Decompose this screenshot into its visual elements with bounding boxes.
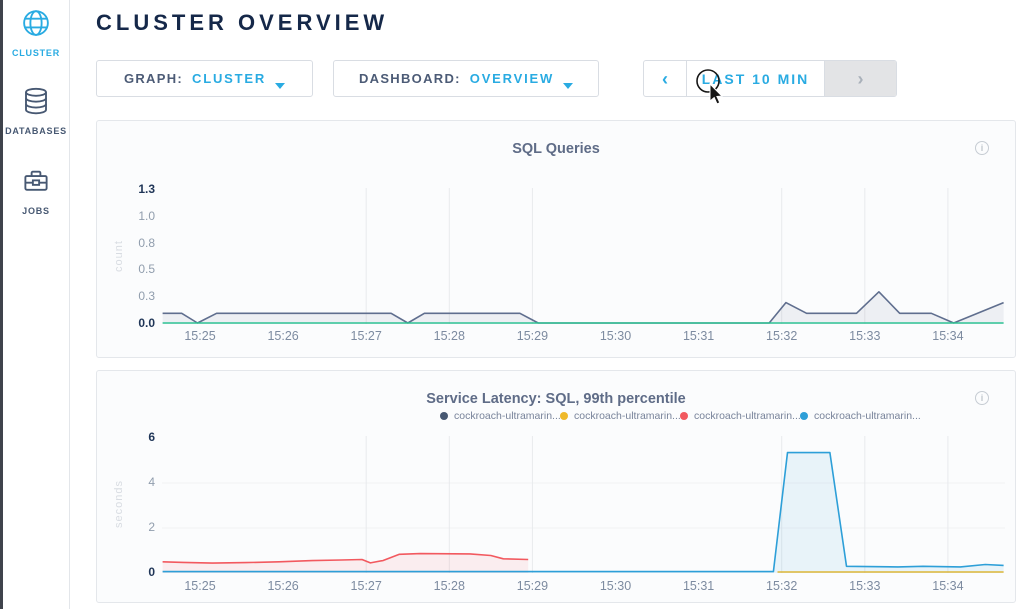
chevron-right-icon: › [857, 68, 864, 89]
x-axis-tick: 15:30 [599, 329, 632, 343]
sidebar-item-jobs[interactable]: JOBS [3, 166, 69, 216]
y-axis-tick: 0.5 [138, 262, 155, 277]
graph-dropdown[interactable]: GRAPH: CLUSTER [96, 60, 313, 97]
time-range-value[interactable]: LAST 10 MIN [701, 70, 810, 87]
database-icon [21, 86, 51, 116]
time-range-selector: ‹ LAST 10 MIN › [643, 60, 897, 97]
legend-dot-icon [440, 412, 448, 420]
sidebar-item-cluster[interactable]: CLUSTER [3, 8, 69, 58]
chevron-down-icon [563, 76, 574, 89]
sidebar-item-label: CLUSTER [11, 48, 61, 58]
chart-legend: cockroach-ultramarin... cockroach-ultrama… [440, 410, 960, 422]
x-axis-tick: 15:25 [184, 329, 216, 343]
y-axis-tick: 2 [148, 520, 155, 534]
chart-title: SQL Queries [512, 141, 600, 157]
x-axis-tick: 15:34 [932, 329, 964, 343]
x-axis-tick: 15:31 [682, 579, 715, 593]
info-icon[interactable]: i [975, 141, 989, 155]
x-axis-tick: 15:28 [433, 579, 465, 593]
dashboard-dropdown[interactable]: DASHBOARD: OVERVIEW [333, 60, 599, 97]
sidebar-item-label: DATABASES [5, 126, 67, 136]
x-axis-tick: 15:32 [766, 579, 798, 593]
x-axis-tick: 15:33 [849, 329, 881, 343]
legend-item[interactable]: cockroach-ultramarin... [440, 410, 561, 422]
legend-label: cockroach-ultramarin... [814, 410, 921, 422]
x-axis-tick: 15:29 [516, 579, 549, 593]
x-axis-tick: 15:32 [766, 329, 798, 343]
y-axis-tick: 0.3 [138, 289, 155, 304]
x-axis-tick: 15:31 [682, 329, 715, 343]
service-latency-chart-card: Service Latency: SQL, 99th percentile i [96, 370, 1016, 603]
sql-queries-chart-card: SQL Queries i [96, 120, 1016, 358]
y-axis-tick: 0 [148, 565, 155, 579]
graph-dropdown-label: GRAPH: [123, 71, 184, 86]
y-axis-tick: 1.3 [138, 182, 155, 196]
x-axis-tick: 15:27 [350, 579, 382, 593]
x-axis-tick: 15:30 [599, 579, 632, 593]
y-axis-tick: 4 [148, 475, 155, 489]
x-axis-tick: 15:33 [849, 579, 881, 593]
briefcase-icon [21, 166, 51, 196]
legend-dot-icon [800, 412, 808, 420]
legend-label: cockroach-ultramarin... [574, 410, 681, 422]
dashboard-dropdown-value: OVERVIEW [469, 71, 555, 86]
y-axis-tick: 0.8 [138, 235, 155, 250]
time-range-next-button-disabled[interactable]: › [824, 61, 896, 96]
chart-title: Service Latency: SQL, 99th percentile [426, 391, 686, 407]
dashboard-dropdown-label: DASHBOARD: [358, 71, 461, 86]
sidebar-item-databases[interactable]: DATABASES [3, 86, 69, 136]
legend-item[interactable]: cockroach-ultramarin... [800, 410, 921, 422]
y-axis-tick: 1.0 [138, 208, 155, 223]
legend-item[interactable]: cockroach-ultramarin... [560, 410, 681, 422]
legend-dot-icon [680, 412, 688, 420]
legend-label: cockroach-ultramarin... [454, 410, 561, 422]
sidebar: CLUSTER DATABASES JOBS [3, 0, 70, 609]
x-axis-tick: 15:29 [516, 329, 549, 343]
y-axis-tick: 0.0 [138, 316, 155, 330]
x-axis-tick: 15:34 [932, 579, 964, 593]
page-title: CLUSTER OVERVIEW [96, 10, 389, 35]
legend-item[interactable]: cockroach-ultramarin... [680, 410, 801, 422]
mouse-cursor [696, 69, 724, 105]
sidebar-item-label: JOBS [22, 206, 50, 216]
x-axis-tick: 15:27 [350, 329, 382, 343]
legend-label: cockroach-ultramarin... [694, 410, 801, 422]
window-edge-strip [0, 0, 3, 609]
x-axis-tick: 15:28 [433, 329, 465, 343]
chevron-down-icon [275, 76, 286, 89]
x-axis-tick: 15:26 [267, 329, 299, 343]
globe-icon [21, 8, 51, 38]
legend-dot-icon [560, 412, 568, 420]
x-axis-tick: 15:25 [184, 579, 216, 593]
x-axis-tick: 15:26 [267, 579, 299, 593]
chevron-left-icon: ‹ [662, 68, 668, 89]
graph-dropdown-value: CLUSTER [192, 71, 267, 86]
info-icon[interactable]: i [975, 391, 989, 405]
time-range-prev-button[interactable]: ‹ [644, 61, 687, 96]
y-axis-tick: 6 [148, 430, 155, 444]
